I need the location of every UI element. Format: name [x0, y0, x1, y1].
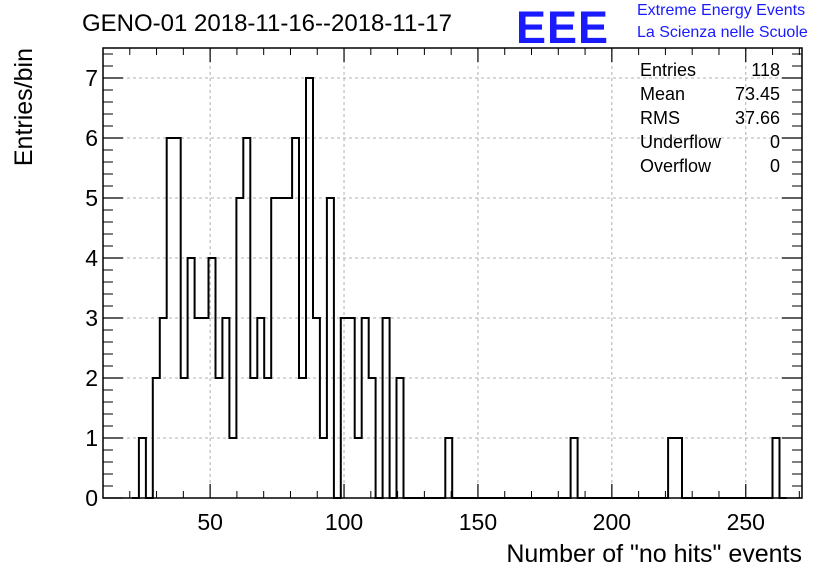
histogram-bin	[229, 438, 236, 498]
histogram-bin	[313, 318, 320, 498]
y-tick-label: 7	[85, 65, 98, 91]
y-tick-label: 3	[85, 305, 98, 331]
logo-text-line-1: Extreme Energy Events	[637, 2, 806, 19]
histogram-bin	[195, 318, 202, 498]
stats-label: RMS	[640, 108, 680, 128]
histogram-bin	[139, 438, 146, 498]
x-tick-label: 200	[593, 509, 631, 535]
stats-label: Overflow	[640, 156, 712, 176]
stats-row-rms: RMS 37.66	[640, 106, 780, 130]
stats-row-mean: Mean 73.45	[640, 82, 780, 106]
stats-row-underflow: Underflow 0	[640, 130, 780, 154]
y-axis-label: Entries/bin	[10, 48, 38, 166]
histogram-bin	[571, 438, 578, 498]
stats-label: Underflow	[640, 132, 722, 152]
y-tick-label: 2	[85, 365, 98, 391]
stats-row-overflow: Overflow 0	[640, 154, 780, 178]
axis-ticks	[103, 48, 802, 499]
histogram-bin	[327, 198, 334, 498]
histogram-bin	[306, 78, 313, 498]
histogram-bin	[383, 318, 390, 498]
x-tick-label: 50	[197, 509, 223, 535]
histogram-bin	[278, 198, 285, 498]
stats-box: Entries 118 Mean 73.45 RMS 37.66 Underfl…	[640, 58, 780, 178]
histogram-bin	[222, 318, 229, 498]
axis-tick-labels: 50 100 150 200 250 0 1 2 3 4 5 6 7	[85, 65, 765, 535]
stats-value: 118	[751, 60, 780, 80]
x-tick-label: 100	[325, 509, 363, 535]
stats-value: 0	[769, 156, 780, 176]
plot-frame	[102, 47, 803, 499]
stats-value: 0	[769, 132, 780, 152]
y-tick-label: 4	[85, 245, 98, 271]
y-tick-label: 0	[85, 485, 98, 511]
chart-title: GENO-01 2018-11-16--2018-11-17	[82, 10, 452, 37]
histogram-bin	[773, 438, 780, 498]
x-tick-label: 150	[459, 509, 497, 535]
histogram-bin	[445, 438, 452, 498]
stats-value: 73.45	[734, 84, 780, 104]
y-tick-label: 1	[85, 425, 98, 451]
histogram-bin	[202, 318, 209, 498]
stats-row-entries: Entries 118	[640, 58, 780, 82]
histogram-bin	[160, 318, 167, 498]
x-tick-label: 250	[727, 509, 765, 535]
eee-logo: EEE	[516, 2, 610, 53]
x-axis-label: Number of "no hits" events	[506, 540, 802, 568]
logo-text-line-2: La Scienza nelle Scuole	[637, 24, 808, 41]
histogram-bin	[668, 438, 675, 498]
histogram-bin	[320, 438, 327, 498]
histogram-bin	[257, 318, 264, 498]
histogram-bin	[285, 198, 292, 498]
histogram-bin	[236, 198, 243, 498]
histogram-bin	[675, 438, 682, 498]
stats-value: 37.66	[734, 108, 780, 128]
histogram-bin	[355, 438, 362, 498]
stats-label: Mean	[640, 84, 686, 104]
y-tick-label: 5	[85, 185, 98, 211]
histogram-bin	[271, 198, 278, 498]
y-tick-label: 6	[85, 125, 98, 151]
stats-label: Entries	[640, 60, 697, 80]
histogram-bin	[362, 318, 369, 498]
